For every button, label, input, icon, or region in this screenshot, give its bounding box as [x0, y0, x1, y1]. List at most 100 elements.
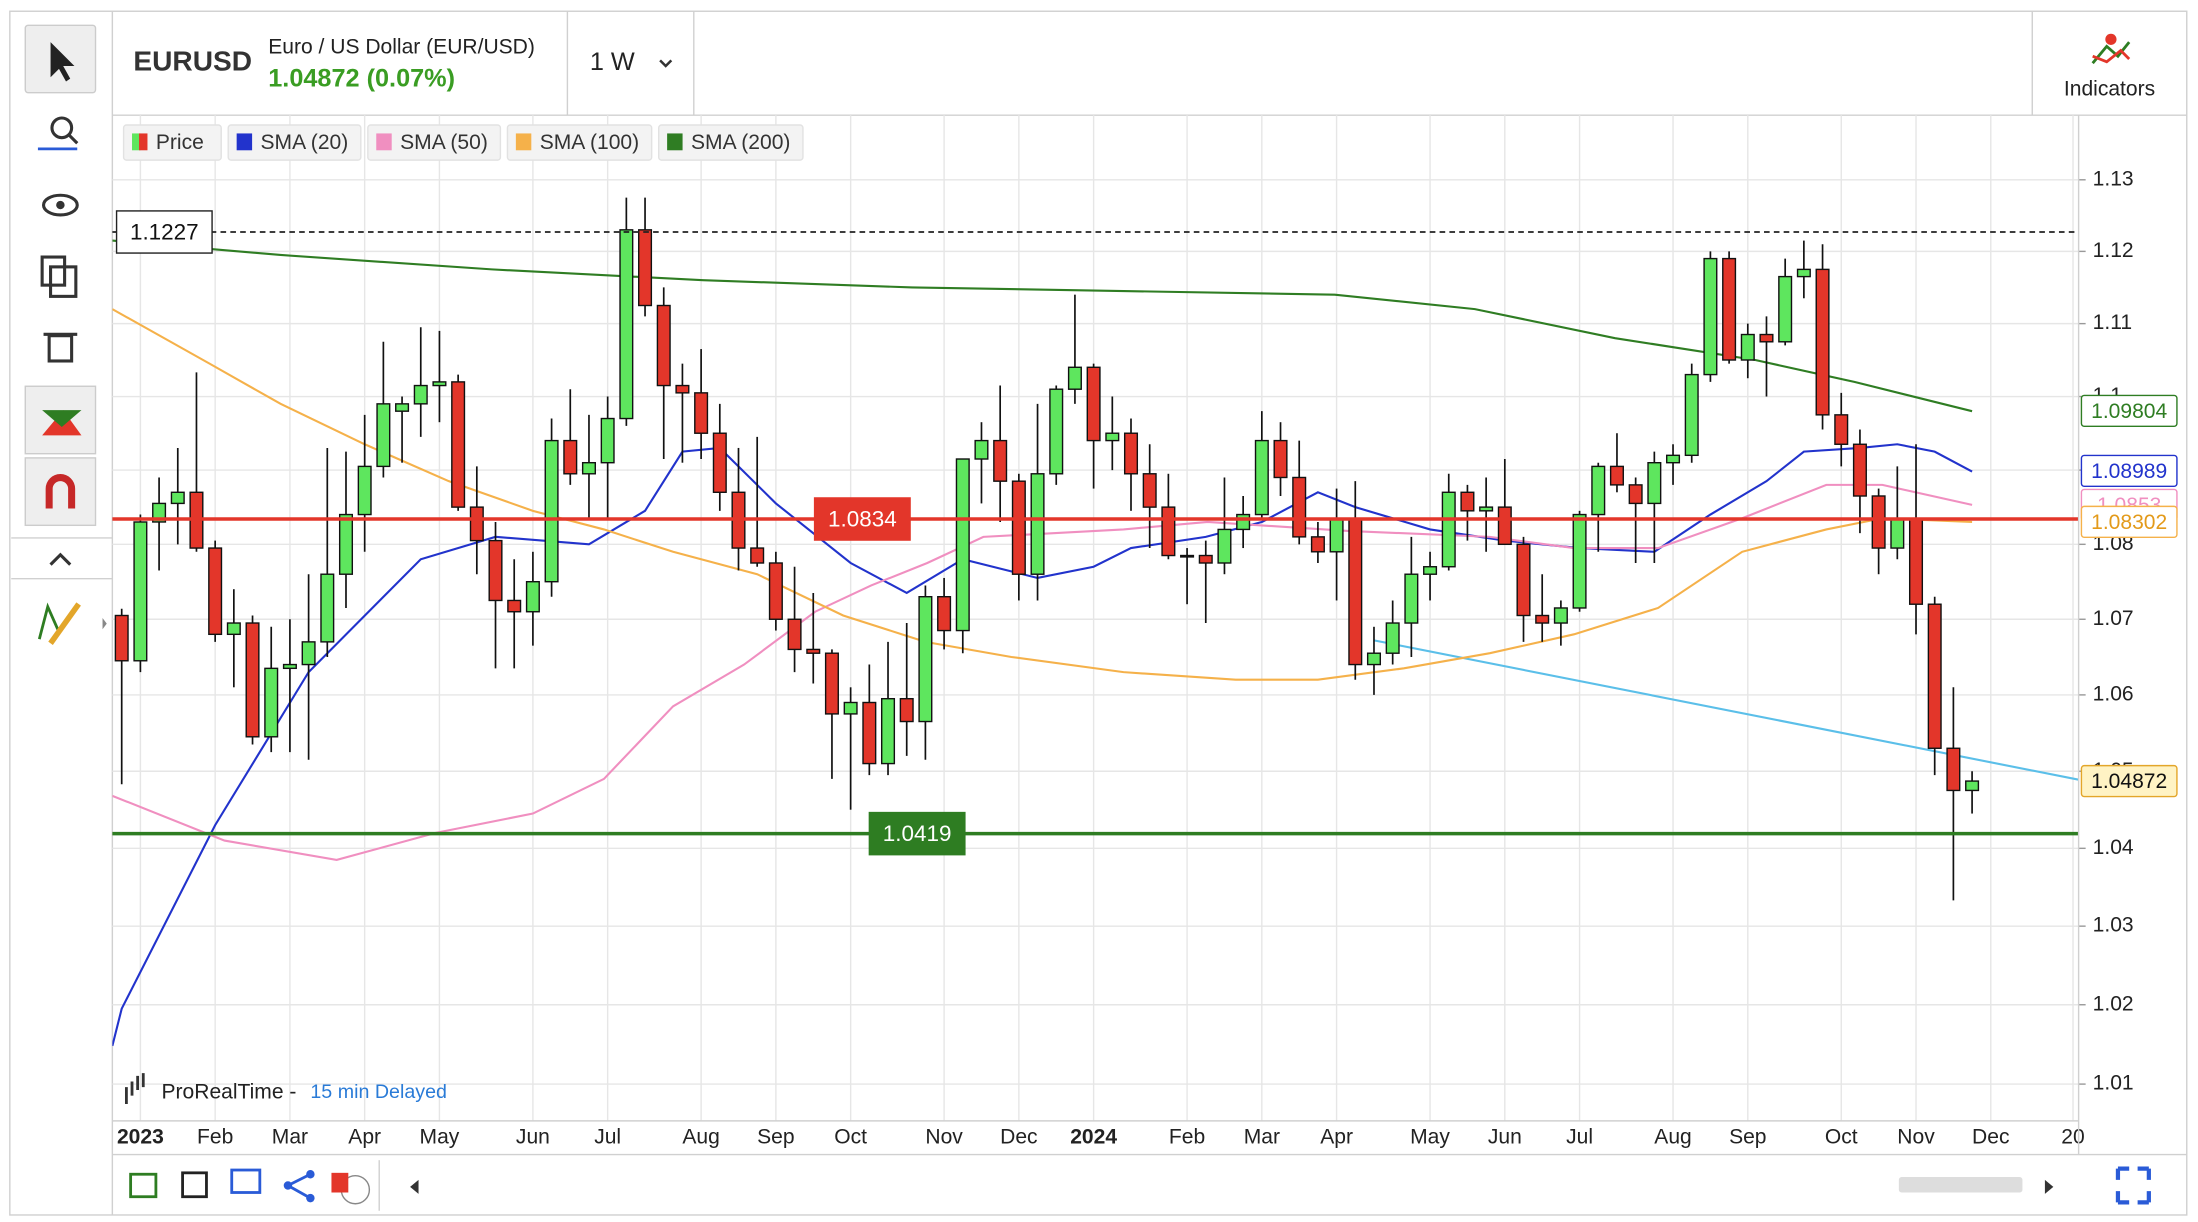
candle-body [1535, 614, 1550, 624]
candle-body [1329, 517, 1344, 553]
legend-item [367, 124, 502, 161]
y-tick-label: 1.06 [2093, 682, 2134, 705]
candle-body [880, 697, 896, 765]
x-tick-label: Sep [1729, 1125, 1766, 1148]
symbol: EURUSD [133, 46, 252, 77]
zoom-tool[interactable] [37, 116, 79, 151]
candle-body [1965, 780, 1980, 792]
candle-body [1834, 414, 1849, 445]
candle-body [507, 599, 522, 613]
candle-body [1385, 622, 1400, 654]
candle-body [1479, 506, 1494, 512]
level-label-box [813, 497, 911, 541]
instrument-name: Euro / US Dollar (EUR/USD) [268, 35, 535, 58]
x-tick-label: 20 [2061, 1125, 2084, 1148]
y-tick-label: 1.04 [2093, 836, 2134, 859]
last-value-box [2080, 505, 2178, 538]
candle-body [1759, 333, 1774, 343]
legend-item [506, 124, 653, 161]
level-label-box [115, 210, 213, 254]
last-value-label: 1.04872 [2091, 770, 2167, 793]
last-value-box [2080, 454, 2178, 488]
last-value-box [2080, 764, 2178, 798]
x-tick-label: Dec [1000, 1125, 1037, 1148]
candle-body [357, 465, 372, 516]
candle-body [245, 622, 260, 738]
y-tick-label: 1.07 [2093, 607, 2134, 630]
footer: ProRealTime - 15 min Delayed [112, 115, 2187, 1211]
candle-body [1609, 465, 1624, 486]
legend-swatch [139, 133, 148, 151]
candle-body [1908, 517, 1924, 605]
y-tick-label: 1.12 [2093, 239, 2134, 262]
candle-body [1890, 517, 1905, 549]
legend-label: SMA (20) [261, 131, 349, 154]
x-tick-label: Feb [1169, 1125, 1205, 1148]
candle-body [1927, 603, 1942, 749]
candle-body [600, 417, 615, 464]
x-tick-label: Mar [1244, 1125, 1280, 1148]
delete-tool[interactable] [43, 332, 78, 363]
candle-body [1852, 443, 1867, 497]
x-tick-label: Feb [197, 1125, 233, 1148]
sma-line [112, 483, 1973, 862]
candle-body [544, 439, 559, 583]
x-tick-label: Aug [1654, 1125, 1691, 1148]
candle-body [413, 384, 428, 405]
eye-tool[interactable] [41, 193, 79, 217]
last-value-label: 1.08989 [2091, 460, 2167, 483]
footer-tools[interactable] [129, 1160, 2151, 1211]
last-value-label: 1.09804 [2091, 400, 2167, 423]
candle-body [1105, 432, 1120, 442]
indicators-icon[interactable] [2091, 33, 2131, 65]
candle-body [301, 641, 316, 666]
candle-body [1161, 506, 1176, 557]
collapse[interactable] [49, 552, 72, 566]
candle-body [1516, 543, 1531, 617]
x-tick-label: Jun [1488, 1125, 1522, 1148]
candle-body [1722, 257, 1737, 361]
candle-body [1441, 491, 1456, 568]
candle-body [750, 547, 765, 564]
candle-body [787, 618, 802, 651]
candle-body [1086, 366, 1101, 442]
legend-swatch [667, 133, 683, 151]
candle-body [1310, 536, 1325, 553]
candle-body [1815, 268, 1830, 416]
copy-tool[interactable] [40, 255, 78, 298]
legend-label: SMA (200) [691, 131, 790, 154]
x-tick-label: May [420, 1125, 460, 1148]
delay-note[interactable]: 15 min Delayed [310, 1081, 447, 1103]
y-tick-label: 1.02 [2093, 992, 2134, 1015]
candle-body [1236, 513, 1251, 531]
x-tick-label: 2024 [1070, 1125, 1117, 1148]
candle-body [1591, 465, 1606, 516]
candle-body [1703, 257, 1718, 376]
legend-swatch [132, 133, 141, 151]
candle-body [993, 439, 1008, 482]
candle-body [768, 562, 783, 620]
draw-tool[interactable] [37, 602, 107, 645]
level-label-box [868, 811, 966, 856]
candle-body [638, 229, 653, 307]
legend-label: Price [156, 131, 204, 154]
candle-body [619, 229, 634, 420]
candle-body [862, 701, 877, 765]
candle-body [1572, 513, 1587, 609]
candle-body [1460, 491, 1475, 512]
candle-body [1740, 333, 1755, 361]
sma-line [112, 308, 1973, 681]
timeframe[interactable]: 1 W [590, 48, 635, 76]
legend-item [657, 124, 804, 161]
candle-body [133, 521, 148, 662]
candle-body [376, 403, 391, 468]
magnet-tool[interactable] [24, 457, 97, 527]
x-tick-label: Apr [1320, 1125, 1353, 1148]
candle-body [451, 381, 466, 508]
indicators-label[interactable]: Indicators [2064, 77, 2155, 100]
candle-body [1647, 461, 1662, 505]
source: ProRealTime - [162, 1080, 297, 1103]
candle-body [712, 432, 727, 493]
candle-body [694, 392, 709, 434]
